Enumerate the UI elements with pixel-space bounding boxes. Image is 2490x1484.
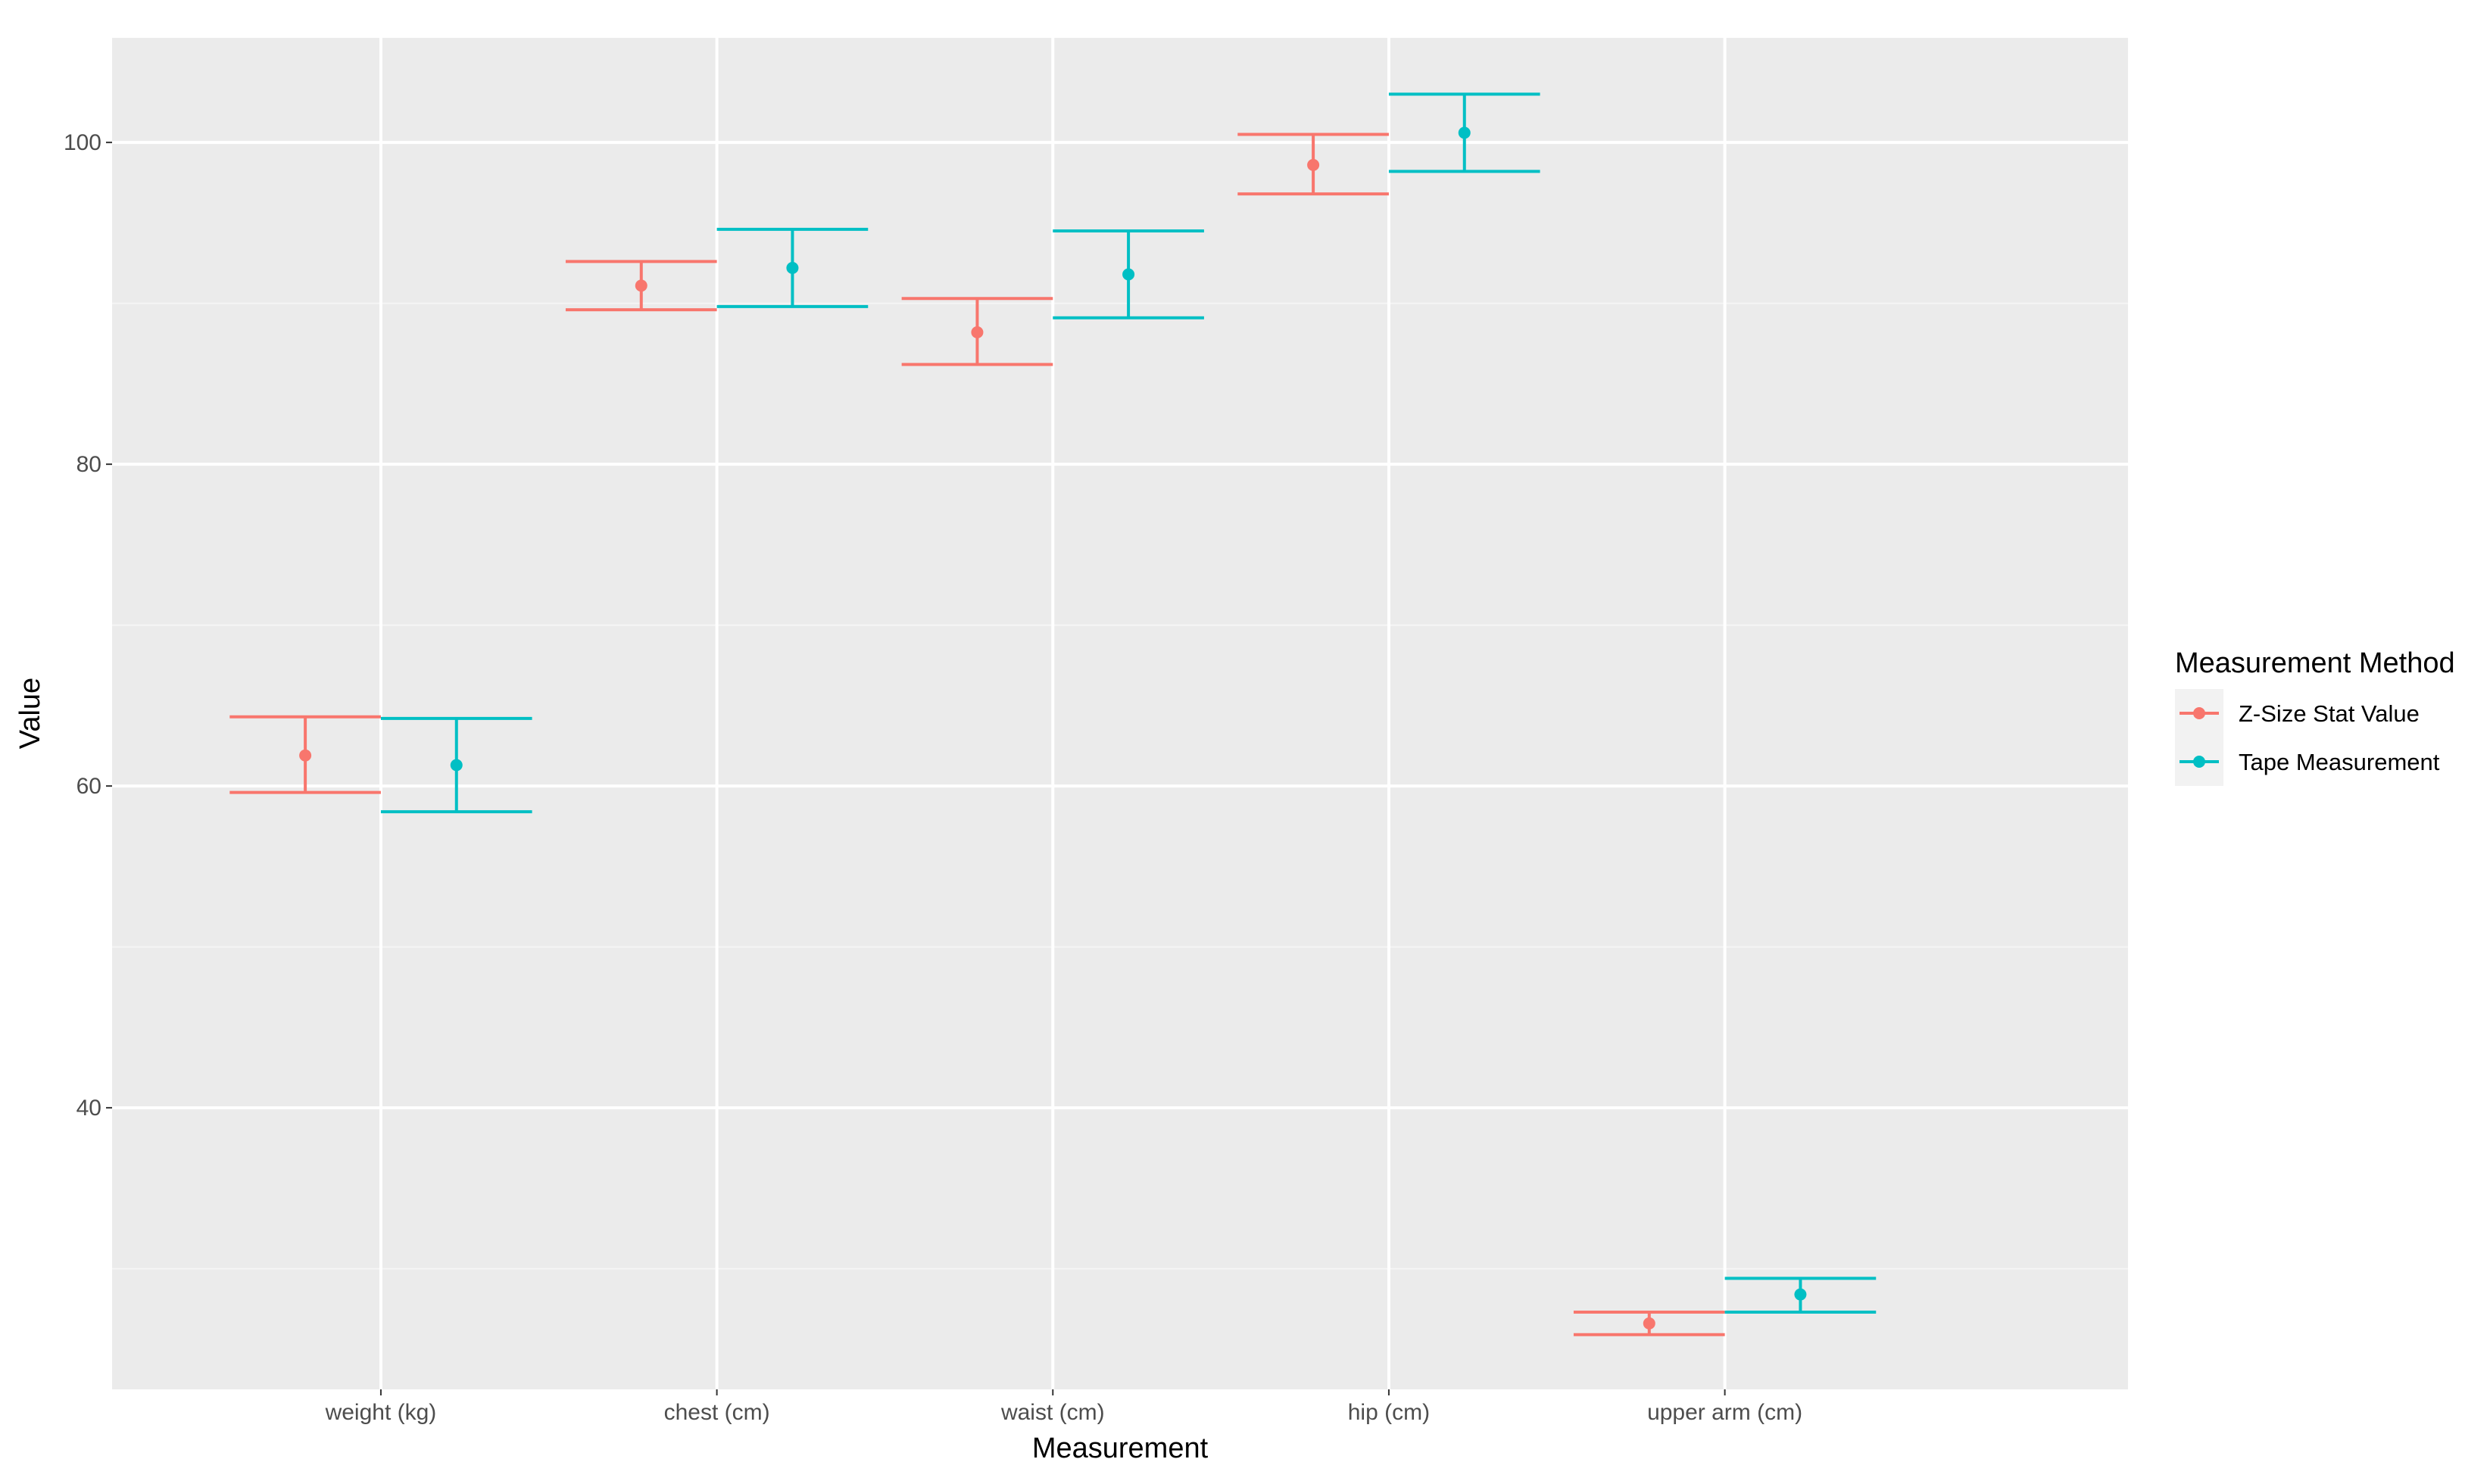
data-point <box>1794 1288 1807 1301</box>
y-tick-label: 60 <box>76 774 101 799</box>
x-axis: weight (kg) chest (cm) waist (cm) hip (cm) u… <box>325 1389 1802 1425</box>
legend-label: Tape Measurement <box>2239 749 2440 775</box>
series-0 <box>229 132 1725 1336</box>
data-marks <box>229 92 1877 1336</box>
data-point <box>971 326 984 338</box>
data-point <box>299 749 312 762</box>
data-point <box>450 759 463 772</box>
data-point <box>786 261 799 274</box>
series-1 <box>380 92 1877 1314</box>
data-point <box>1643 1317 1655 1330</box>
legend-label: Z-Size Stat Value <box>2239 700 2420 727</box>
legend: Measurement Method Z-Size Stat Value Tape… <box>2175 647 2455 786</box>
legend-title: Measurement Method <box>2175 647 2455 679</box>
x-tick-label: chest (cm) <box>664 1400 770 1425</box>
legend-key-point <box>2193 756 2205 768</box>
grid <box>112 38 2128 1389</box>
y-axis-title: Value <box>14 678 46 749</box>
data-point <box>635 279 647 292</box>
x-tick-label: hip (cm) <box>1348 1400 1430 1425</box>
data-point <box>1307 158 1320 171</box>
y-tick-label: 40 <box>76 1096 101 1121</box>
legend-key-point <box>2193 707 2205 719</box>
x-tick-label: waist (cm) <box>1000 1400 1105 1425</box>
data-point <box>1122 268 1135 281</box>
y-axis: 40 60 80 100 <box>64 130 112 1121</box>
x-axis-title: Measurement <box>1032 1433 1209 1464</box>
y-tick-label: 100 <box>64 130 101 155</box>
data-point <box>1458 126 1471 139</box>
y-tick-label: 80 <box>76 452 101 477</box>
x-tick-label: weight (kg) <box>325 1400 437 1425</box>
plot-panel <box>112 38 2128 1389</box>
x-tick-label: upper arm (cm) <box>1647 1400 1802 1425</box>
